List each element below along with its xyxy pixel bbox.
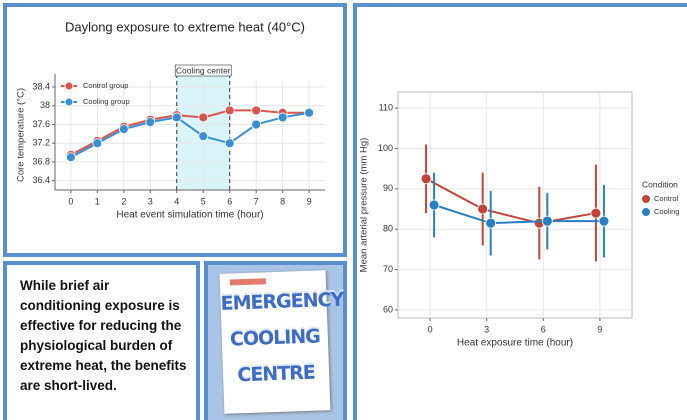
x-tick-label: 3 bbox=[484, 324, 489, 334]
legend-marker bbox=[642, 208, 650, 216]
x-tick-label: 4 bbox=[174, 196, 179, 206]
x-axis-label: Heat event simulation time (hour) bbox=[116, 210, 263, 221]
point bbox=[541, 215, 553, 227]
point bbox=[92, 138, 103, 149]
sign-line: CENTRE bbox=[237, 361, 316, 387]
highlight-label: Cooling center bbox=[176, 65, 231, 75]
point bbox=[198, 131, 209, 142]
x-axis-label: Heat exposure time (hour) bbox=[457, 338, 573, 349]
y-tick-label: 37.2 bbox=[32, 138, 50, 148]
point bbox=[251, 105, 262, 116]
y-tick-label: 60 bbox=[383, 304, 393, 314]
y-tick-label: 70 bbox=[383, 264, 393, 274]
y-tick-label: 80 bbox=[383, 224, 393, 234]
sign-line: EMERGENCY bbox=[220, 288, 344, 315]
message: While brief air conditioning exposure is… bbox=[20, 278, 187, 393]
x-tick-label: 6 bbox=[227, 196, 232, 206]
legend-marker bbox=[64, 81, 74, 91]
x-tick-label: 7 bbox=[254, 196, 259, 206]
y-tick-label: 90 bbox=[383, 183, 393, 193]
point bbox=[598, 215, 610, 227]
legend-label: Cooling group bbox=[83, 97, 130, 106]
legend-title: Condition bbox=[642, 179, 678, 189]
point bbox=[251, 119, 262, 130]
x-tick-label: 6 bbox=[541, 324, 546, 334]
chart-title: Daylong exposure to extreme heat (40°C) bbox=[65, 19, 305, 34]
y-tick-label: 110 bbox=[379, 103, 393, 113]
point bbox=[171, 112, 182, 123]
x-tick-label: 9 bbox=[597, 324, 602, 334]
series-line bbox=[70, 109, 310, 156]
x-tick-label: 0 bbox=[428, 324, 433, 334]
point bbox=[428, 199, 440, 211]
x-tick-label: 2 bbox=[121, 196, 126, 206]
highlight-label-box bbox=[174, 64, 232, 77]
point bbox=[485, 217, 497, 229]
y-tick-label: 100 bbox=[378, 143, 393, 153]
point bbox=[118, 124, 129, 135]
y-tick-label: 36.8 bbox=[32, 156, 50, 166]
point bbox=[198, 112, 209, 123]
point bbox=[477, 203, 489, 215]
x-tick-label: 8 bbox=[280, 196, 285, 206]
x-tick-label: 5 bbox=[201, 196, 206, 206]
series-line bbox=[70, 111, 310, 159]
series-line bbox=[425, 177, 597, 225]
point bbox=[304, 107, 315, 118]
legend-label: Cooling bbox=[654, 207, 679, 216]
point bbox=[420, 173, 432, 185]
y-tick-label: 37.6 bbox=[32, 119, 50, 129]
x-tick-label: 3 bbox=[148, 196, 153, 206]
sign-line: COOLING bbox=[229, 325, 321, 351]
legend-label: Control bbox=[654, 194, 679, 203]
point bbox=[277, 112, 288, 123]
y-tick-label: 38 bbox=[40, 100, 50, 110]
legend-marker bbox=[642, 195, 650, 203]
x-tick-label: 1 bbox=[95, 196, 100, 206]
point bbox=[65, 152, 76, 163]
x-tick-label: 0 bbox=[68, 196, 73, 206]
point bbox=[224, 138, 235, 149]
legend-marker bbox=[64, 97, 74, 107]
y-tick-label: 38.4 bbox=[32, 81, 50, 91]
y-axis-label: Mean arterial pressure (mm Hg) bbox=[359, 138, 370, 273]
x-tick-label: 9 bbox=[307, 196, 312, 206]
point bbox=[145, 117, 156, 128]
arrow bbox=[229, 278, 266, 286]
point bbox=[590, 207, 602, 219]
sign: EMERGENCY COOLING CENTRE bbox=[219, 270, 344, 414]
point bbox=[224, 105, 235, 116]
y-axis-label: Core temperature (°C) bbox=[16, 88, 27, 182]
y-tick-label: 36.4 bbox=[32, 175, 50, 185]
panel bbox=[3, 261, 200, 420]
legend-label: Control group bbox=[83, 81, 128, 90]
series-line bbox=[433, 204, 604, 225]
